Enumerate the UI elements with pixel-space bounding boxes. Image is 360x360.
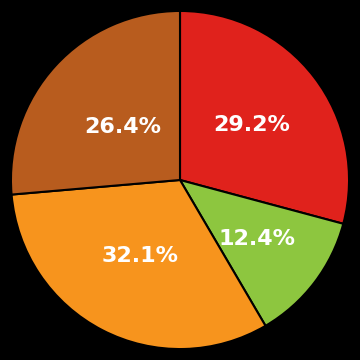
Wedge shape <box>180 180 343 326</box>
Text: 12.4%: 12.4% <box>219 229 296 249</box>
Wedge shape <box>180 11 349 224</box>
Text: 29.2%: 29.2% <box>213 115 291 135</box>
Wedge shape <box>11 11 180 194</box>
Text: 32.1%: 32.1% <box>102 246 179 266</box>
Wedge shape <box>12 180 266 349</box>
Text: 26.4%: 26.4% <box>84 117 161 137</box>
